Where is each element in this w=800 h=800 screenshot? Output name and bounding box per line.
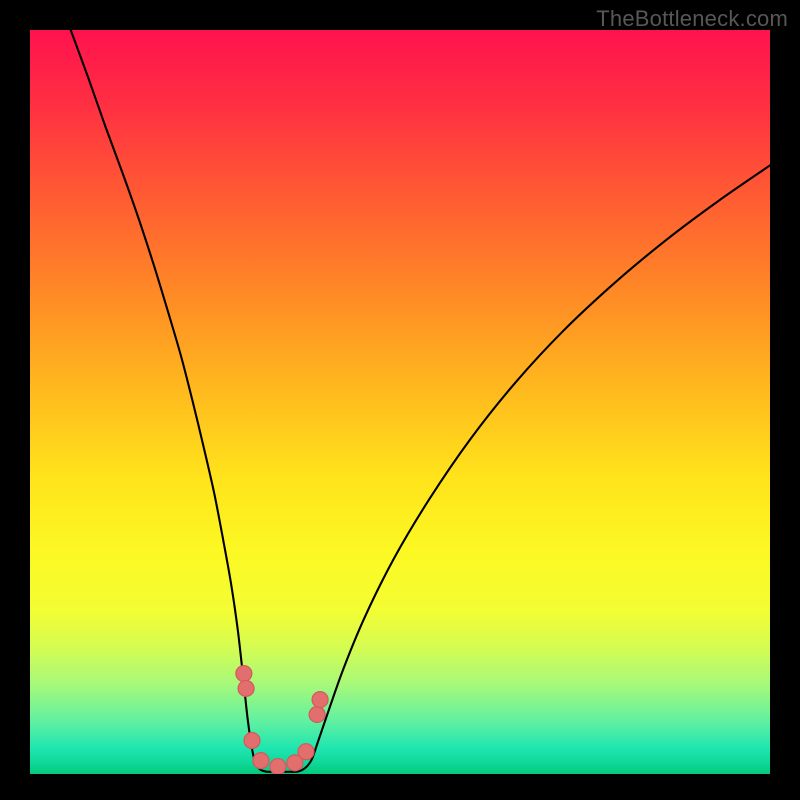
marker-dot	[236, 666, 252, 682]
marker-dot	[270, 759, 286, 774]
plot-area	[30, 30, 770, 774]
chart-overlay	[30, 30, 770, 774]
bottleneck-curve	[71, 30, 770, 772]
marker-dot	[312, 692, 328, 708]
marker-dot	[309, 706, 325, 722]
marker-dot	[244, 733, 260, 749]
marker-dot	[298, 744, 314, 760]
marker-dot	[238, 680, 254, 696]
attribution-text: TheBottleneck.com	[596, 6, 788, 32]
marker-dot	[253, 753, 269, 769]
